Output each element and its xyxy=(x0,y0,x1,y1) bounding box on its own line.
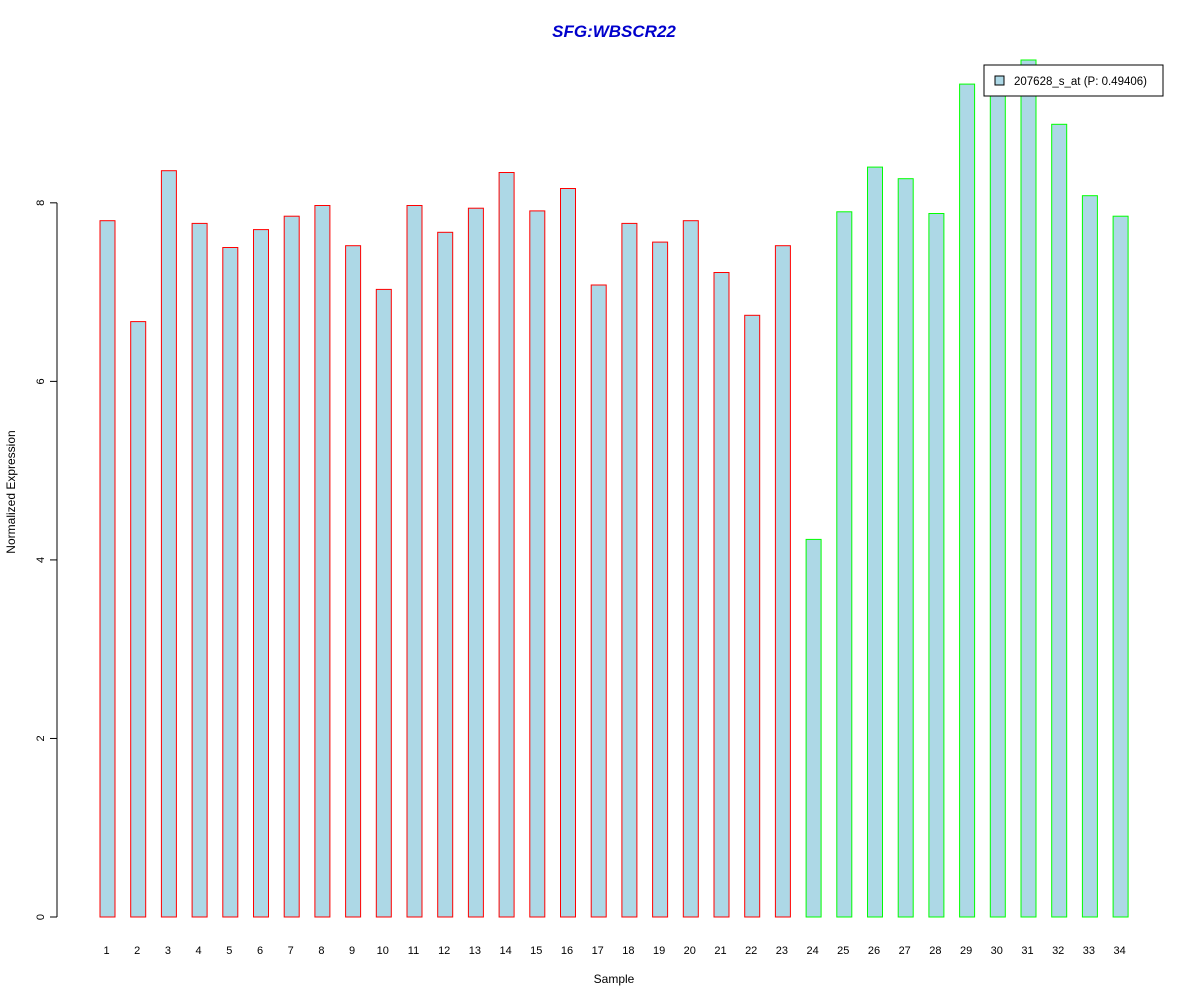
bar-sample-30 xyxy=(989,90,1006,918)
x-axis-tick-label: 9 xyxy=(349,945,355,957)
x-axis-tick-label: 19 xyxy=(653,945,665,957)
bar-sample-19 xyxy=(652,241,669,918)
chart-title: SFG:WBSCR22 xyxy=(552,22,676,41)
x-axis-tick-label: 8 xyxy=(318,945,324,957)
bar-sample-14 xyxy=(498,172,515,918)
bar-sample-9 xyxy=(345,245,362,918)
bar-sample-33 xyxy=(1081,195,1098,918)
x-axis-tick-label: 1 xyxy=(103,945,109,957)
x-axis-tick-label: 27 xyxy=(899,945,911,957)
bar-sample-27 xyxy=(897,178,914,918)
x-axis-tick-label: 16 xyxy=(561,945,573,957)
bar-sample-28 xyxy=(928,213,945,918)
x-axis-tick-label: 3 xyxy=(165,945,171,957)
bar-sample-23 xyxy=(774,245,791,918)
bar-sample-15 xyxy=(529,210,546,918)
y-axis: 0 2 4 6 8 xyxy=(35,200,58,920)
legend-label: 207628_s_at (P: 0.49406) xyxy=(1014,76,1147,88)
legend-swatch xyxy=(994,75,1005,86)
bar-sample-32 xyxy=(1051,123,1068,918)
x-axis-tick-label: 13 xyxy=(469,945,481,957)
x-axis-tick-label: 25 xyxy=(837,945,849,957)
bar-sample-21 xyxy=(713,272,730,918)
x-axis-tick-label: 26 xyxy=(868,945,880,957)
bar-sample-3 xyxy=(160,170,177,918)
bar-sample-11 xyxy=(406,205,423,918)
y-axis-tick-label: 4 xyxy=(35,557,47,563)
bar-sample-7 xyxy=(283,215,300,918)
x-axis-tick-label: 5 xyxy=(226,945,232,957)
bar-sample-34 xyxy=(1112,215,1129,918)
legend: 207628_s_at (P: 0.49406) xyxy=(983,64,1164,97)
legend-box xyxy=(983,64,1164,97)
bar-sample-13 xyxy=(467,207,484,918)
x-axis-tick-label: 17 xyxy=(592,945,604,957)
x-axis-tick-label: 30 xyxy=(991,945,1003,957)
bar-sample-4 xyxy=(191,222,208,918)
bar-sample-18 xyxy=(621,222,638,918)
bar-sample-16 xyxy=(560,188,576,918)
bar-sample-17 xyxy=(590,284,607,918)
x-axis-tick-label: 12 xyxy=(438,945,450,957)
bar-sample-12 xyxy=(437,231,454,918)
x-axis-tick-label: 21 xyxy=(714,945,726,957)
bar-sample-5 xyxy=(222,247,239,918)
x-axis-tick-label: 29 xyxy=(960,945,972,957)
bar-sample-22 xyxy=(744,314,761,918)
x-axis-tick-label: 22 xyxy=(745,945,757,957)
x-axis-tick-label: 23 xyxy=(776,945,788,957)
x-axis-tick-label: 11 xyxy=(408,945,419,957)
x-axis-tick-label: 33 xyxy=(1083,945,1095,957)
x-axis-tick-label: 2 xyxy=(134,945,140,957)
bar-sample-8 xyxy=(314,205,331,918)
x-axis-tick-label: 24 xyxy=(806,945,818,957)
x-axis-tick-label: 34 xyxy=(1113,945,1125,957)
bar-sample-20 xyxy=(682,220,699,918)
x-axis-tick-label: 15 xyxy=(530,945,542,957)
bar-sample-2 xyxy=(130,321,147,918)
y-axis-label: Normalized Expression xyxy=(4,430,18,553)
x-axis-tick-label: 6 xyxy=(257,945,263,957)
bars xyxy=(99,59,1129,918)
bar-sample-29 xyxy=(959,83,976,918)
x-axis-tick-label: 7 xyxy=(288,945,294,957)
bar-sample-31 xyxy=(1020,59,1037,918)
x-axis-tick-label: 18 xyxy=(622,945,634,957)
x-axis-tick-label: 14 xyxy=(499,945,511,957)
x-axis-tick-label: 28 xyxy=(929,945,941,957)
x-axis-label: Sample xyxy=(594,972,635,986)
x-axis-tick-label: 20 xyxy=(684,945,696,957)
bar-sample-6 xyxy=(253,229,269,918)
bar-sample-24 xyxy=(805,538,822,918)
x-axis-tick-label: 4 xyxy=(196,945,202,957)
y-axis-tick-label: 2 xyxy=(35,735,47,741)
bar-sample-25 xyxy=(836,211,853,918)
x-axis-tick-labels: 1 2 3 4 5 6 7 8 9 10 11 12 13 14 15 16 17 18 19 20 21 22 23 24 2… xyxy=(103,945,1125,957)
bar-sample-1 xyxy=(99,220,116,918)
y-axis-tick-label: 0 xyxy=(35,914,47,920)
x-axis-tick-label: 10 xyxy=(377,945,389,957)
bar-sample-26 xyxy=(867,166,883,918)
y-axis-tick-label: 8 xyxy=(35,200,47,206)
y-axis-tick-label: 6 xyxy=(35,378,47,384)
x-axis-tick-label: 31 xyxy=(1021,945,1033,957)
x-axis-tick-label: 32 xyxy=(1052,945,1064,957)
bar-sample-10 xyxy=(375,288,392,918)
